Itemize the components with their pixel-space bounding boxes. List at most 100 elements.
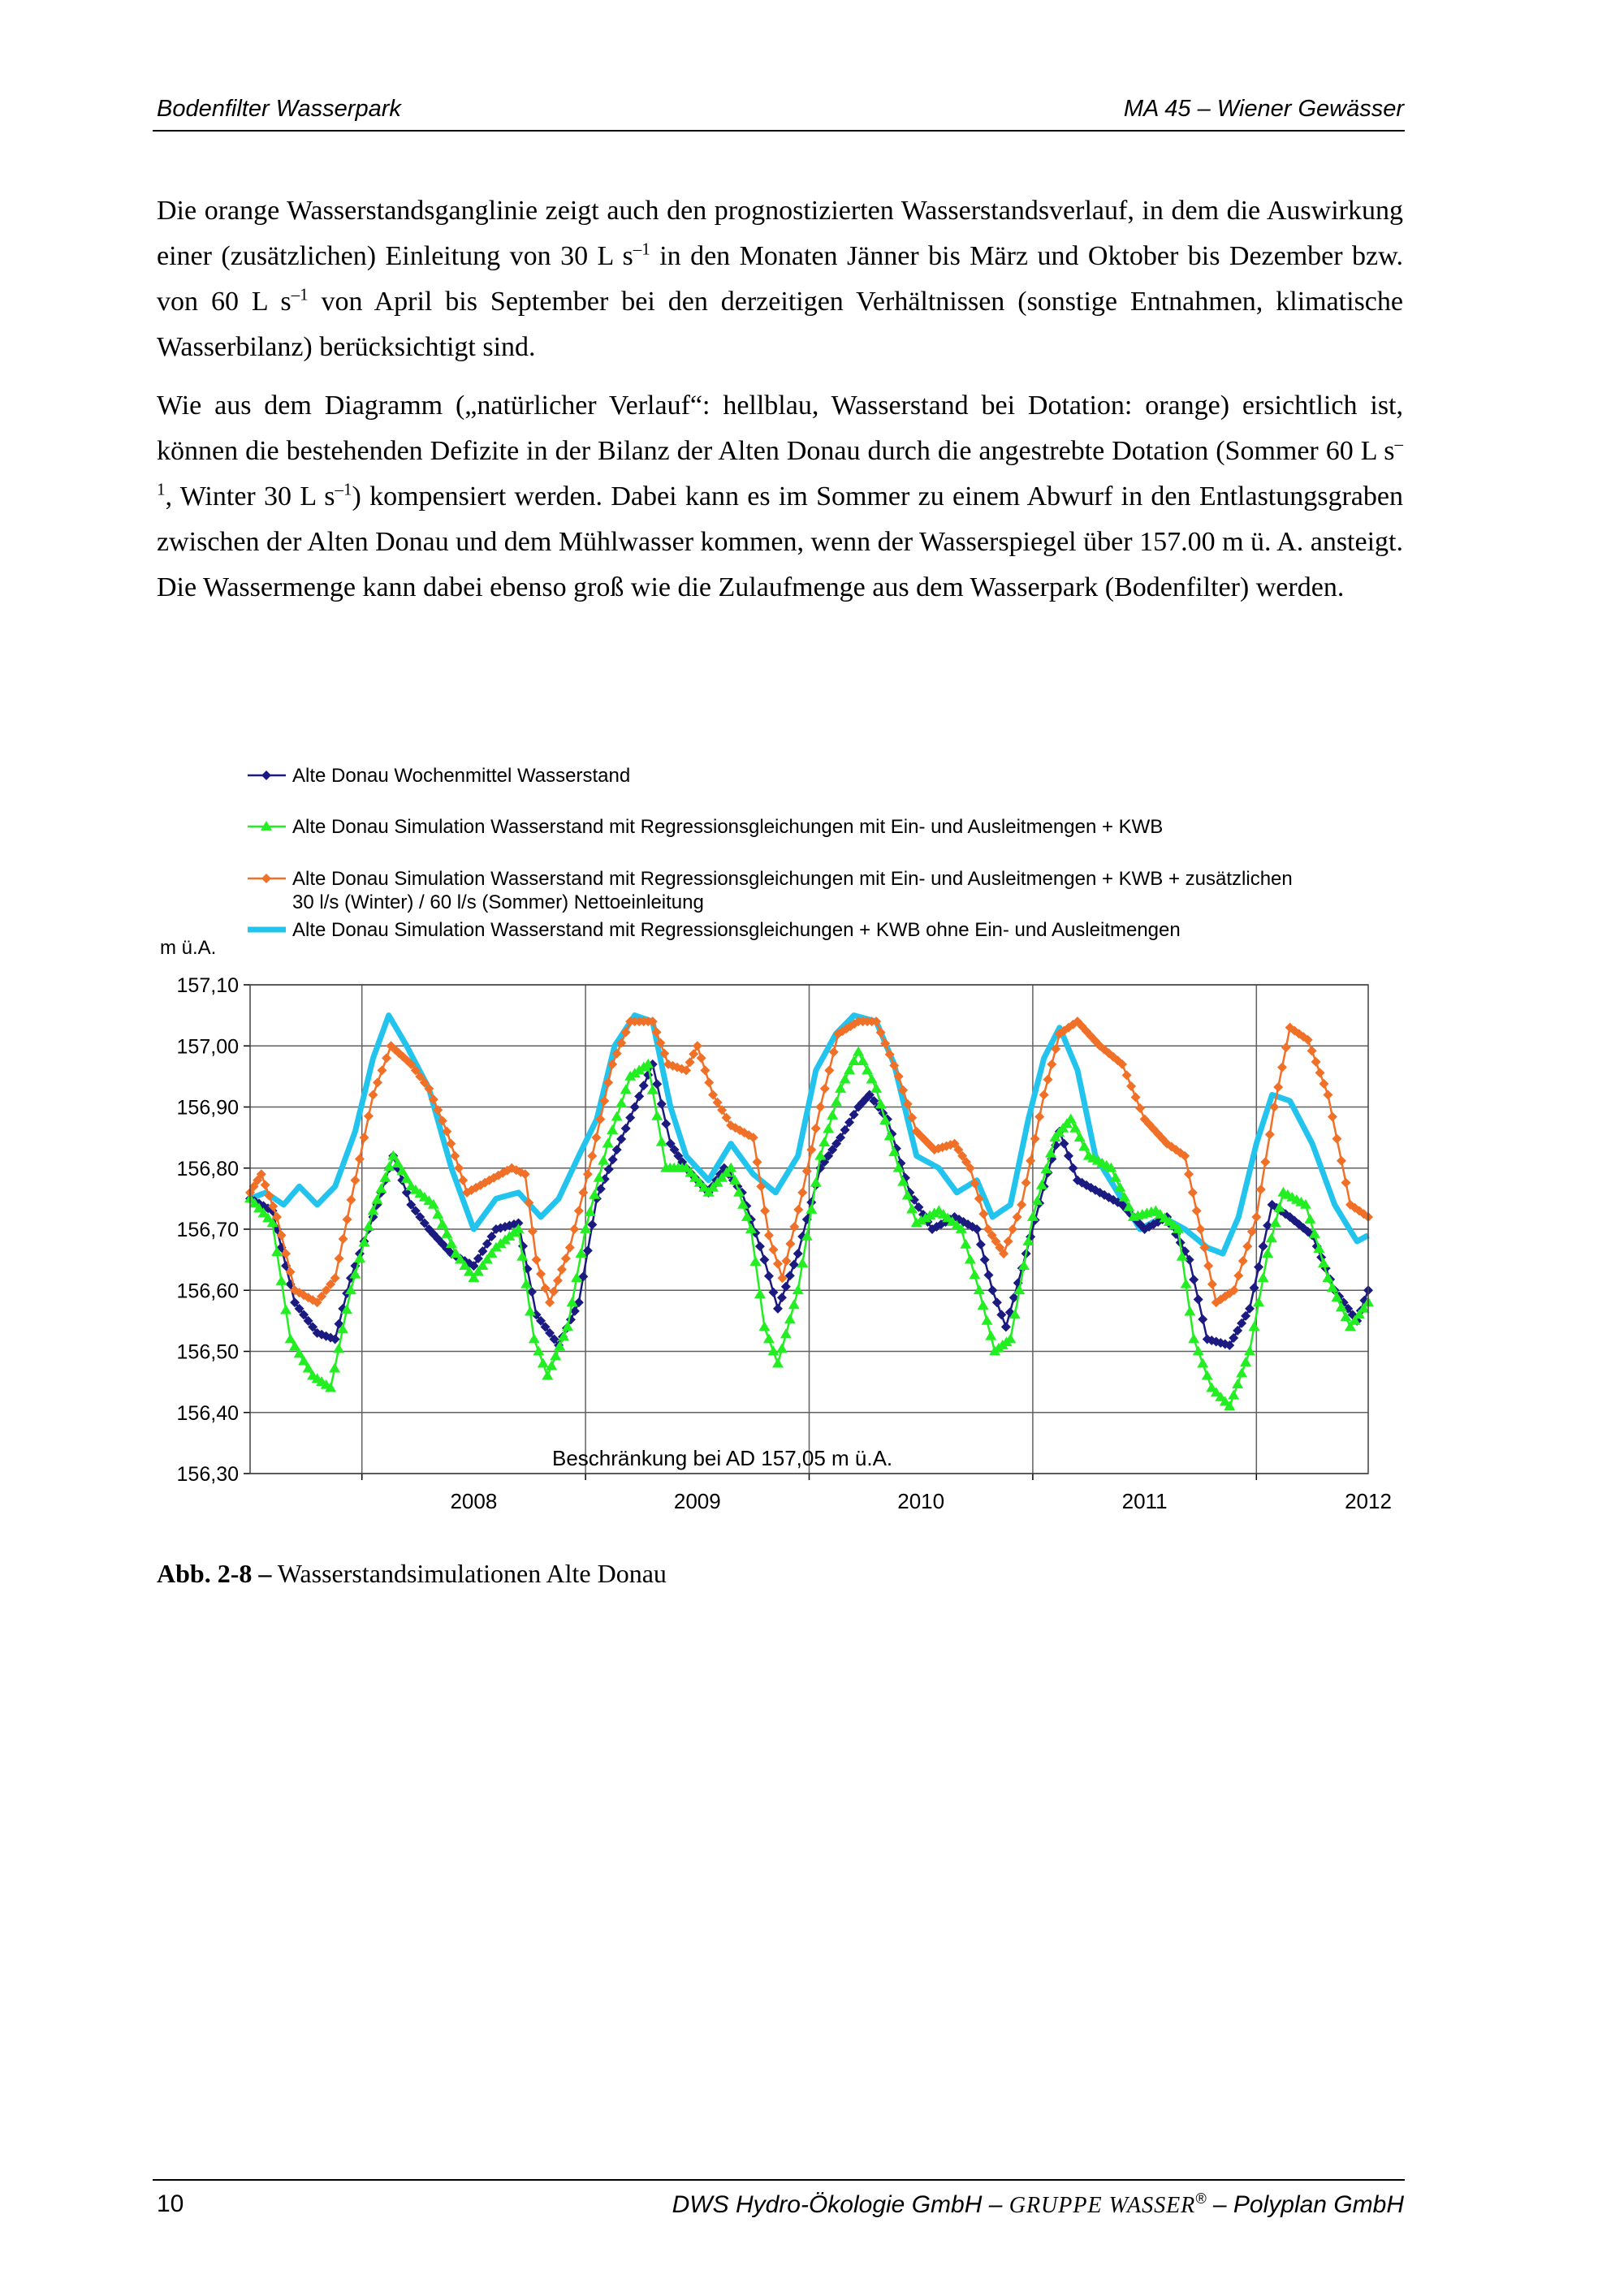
data-point: [1206, 1382, 1218, 1392]
data-point: [991, 1236, 1001, 1247]
data-point: [603, 1164, 614, 1175]
data-point: [987, 1230, 997, 1241]
data-point: [689, 1049, 699, 1060]
paragraph-1: Die orange Wasserstandsganglinie zeigt a…: [157, 188, 1403, 370]
data-point: [554, 1340, 566, 1351]
data-point: [372, 1077, 382, 1088]
data-point: [1012, 1211, 1022, 1222]
p2-text-a: Wie aus dem Diagramm („natürlicher Verla…: [157, 391, 1403, 466]
p1-text-a: Die orange Wasserstandsganglinie zeigt a…: [157, 196, 1403, 271]
data-point: [646, 1084, 659, 1094]
data-point: [1273, 1202, 1285, 1212]
data-point: [634, 1091, 645, 1102]
data-point: [974, 1193, 984, 1204]
data-point: [271, 1246, 283, 1257]
data-point: [1228, 1389, 1240, 1400]
data-point: [441, 1228, 453, 1238]
data-point: [972, 1224, 983, 1234]
data-point: [819, 1083, 830, 1094]
data-point: [1004, 1307, 1015, 1318]
data-point: [763, 1230, 774, 1241]
data-point: [1201, 1370, 1213, 1380]
data-point: [1073, 1132, 1086, 1142]
footer-rule: [153, 2179, 1405, 2181]
data-point: [1183, 1169, 1194, 1180]
data-point: [527, 1226, 538, 1236]
data-point: [760, 1206, 771, 1216]
data-point: [342, 1214, 352, 1224]
data-point: [546, 1360, 558, 1370]
data-point: [642, 1058, 654, 1068]
data-point: [810, 1123, 821, 1133]
data-point: [973, 1284, 985, 1295]
data-point: [477, 1246, 488, 1257]
data-point: [257, 1207, 270, 1218]
data-point: [375, 1183, 387, 1193]
data-point: [1000, 1322, 1011, 1332]
data-point: [961, 1157, 971, 1167]
data-point: [326, 1279, 336, 1289]
header-rule: [153, 130, 1405, 132]
data-point: [1065, 1113, 1077, 1124]
data-point: [887, 1129, 897, 1139]
data-point: [1008, 1224, 1018, 1234]
data-point: [1021, 1177, 1031, 1188]
data-point: [696, 1053, 706, 1064]
data-point: [879, 1115, 892, 1124]
data-point: [1354, 1206, 1364, 1216]
data-point: [777, 1273, 788, 1284]
data-point: [424, 1083, 434, 1094]
data-point: [1114, 1181, 1126, 1192]
chart-legend: Alte Donau Wochenmittel Wasserstand Alte …: [248, 765, 1293, 941]
data-point: [889, 1060, 900, 1071]
data-point: [1043, 1074, 1053, 1085]
data-point: [655, 1038, 666, 1048]
data-point: [591, 1133, 602, 1143]
data-point: [892, 1162, 905, 1172]
data-point: [1009, 1309, 1021, 1319]
data-point: [928, 1207, 940, 1218]
data-point: [512, 1224, 525, 1233]
data-point: [862, 1064, 874, 1075]
data-point: [1307, 1046, 1317, 1056]
data-point: [1326, 1282, 1338, 1293]
data-point: [1017, 1199, 1027, 1210]
data-point: [888, 1146, 901, 1157]
data-point: [775, 1343, 788, 1353]
data-point: [964, 1254, 976, 1264]
caption-text: Wasserstandsimulationen Alte Donau: [271, 1559, 667, 1588]
data-point: [1236, 1367, 1248, 1378]
data-point: [1139, 1114, 1150, 1124]
data-point: [1121, 1070, 1132, 1081]
data-point: [406, 1059, 417, 1069]
data-point: [340, 1304, 352, 1314]
data-point: [1004, 1333, 1017, 1344]
data-point: [1331, 1292, 1343, 1302]
data-point: [1039, 1090, 1049, 1100]
data-point: [350, 1175, 361, 1185]
data-point: [262, 1212, 274, 1223]
legend-label: Alte Donau Simulation Wasserstand mit Re…: [292, 816, 1163, 838]
data-point: [823, 1150, 834, 1161]
data-point: [981, 1314, 993, 1325]
data-point: [290, 1297, 300, 1308]
data-point: [569, 1306, 580, 1316]
data-point: [524, 1306, 536, 1316]
data-point: [651, 1027, 662, 1038]
data-point: [810, 1176, 822, 1187]
data-point: [564, 1242, 575, 1253]
data-point: [524, 1198, 534, 1208]
data-point: [566, 1297, 578, 1307]
data-point: [729, 1174, 741, 1185]
footer-company-b: GRUPPE WASSER: [1009, 2193, 1196, 2218]
data-point: [754, 1241, 765, 1252]
data-point: [700, 1065, 710, 1076]
data-point: [1040, 1163, 1052, 1174]
data-point: [615, 1097, 628, 1107]
data-point: [1248, 1321, 1260, 1331]
data-point: [752, 1157, 762, 1167]
data-point: [806, 1145, 817, 1155]
data-point: [459, 1260, 471, 1271]
data-point: [1035, 1179, 1047, 1189]
y-tick-label: 156,30: [177, 1463, 239, 1486]
